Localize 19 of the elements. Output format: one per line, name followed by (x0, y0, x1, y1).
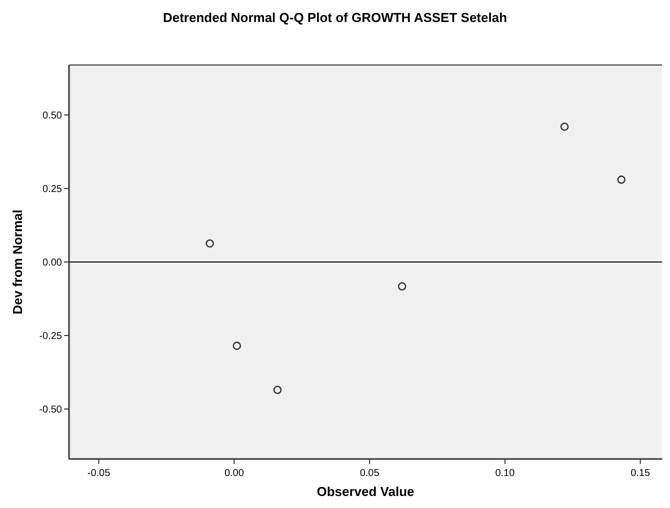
y-tick-label: -0.50 (39, 404, 62, 416)
x-tick-label: 0.00 (224, 468, 244, 479)
point (398, 282, 406, 291)
x-axis-title: Observed Value (316, 484, 414, 499)
chart-title: Detrended Normal Q-Q Plot of GROWTH ASSET Setelah (162, 10, 508, 25)
y-tick-label: -0.25 (39, 331, 62, 342)
x-tick-label: 0.15 (630, 468, 651, 479)
point (273, 386, 282, 394)
x-tick-label: 0.10 (495, 468, 516, 479)
point (206, 239, 214, 248)
x-tick-label: 0.05 (360, 468, 380, 479)
point (232, 342, 242, 350)
x-tick-label: -0.05 (87, 468, 111, 479)
y-axis-title: Dev from Normal (10, 210, 25, 314)
point (617, 176, 626, 184)
y-tick-label: 0.50 (42, 110, 62, 122)
y-tick-label: 0.00 (42, 258, 62, 268)
point (560, 122, 569, 131)
y-tick-label: 0.25 (42, 184, 62, 195)
